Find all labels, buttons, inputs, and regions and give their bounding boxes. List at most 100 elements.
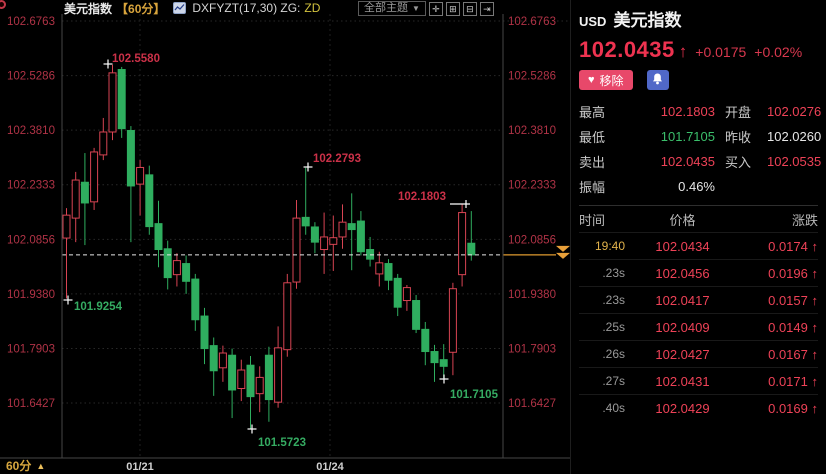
svg-text:102.0856: 102.0856 [7,234,55,246]
indicator-chart-icon [173,2,187,14]
up-arrow-icon: ↑ [811,373,819,389]
stat-label-open: 开盘 [725,105,752,120]
tick-time: .27s [602,374,625,388]
triangle-up-icon: ▲ [36,460,46,471]
price-change: +0.0175 [695,44,747,60]
up-arrow-icon: ↑ [811,292,819,308]
tick-change: 0.0149 ↑ [768,319,819,335]
tick-change: 0.0157 ↑ [768,292,819,308]
tick-change: 0.0167 ↑ [768,346,819,362]
theme-selector-label: 全部主题 [364,2,408,14]
table-row: .25s 102.0409 0.0149 ↑ [579,313,818,340]
theme-selector-button[interactable]: 全部主题 ▼ [358,1,426,16]
stat-value-bid: 102.0535 [767,154,822,169]
chart-toolbar: 美元指数 【60分】 DXFYZT(17,30) ZG: ZD [64,0,320,16]
header-change: 涨跌 [791,212,818,228]
quote-stats: 最高 102.1803 开盘 102.0276 最低 101.7105 昨收 1… [579,99,822,199]
table-row: .40s 102.0429 0.0169 ↑ [579,394,818,421]
stat-value-low: 101.7105 [660,129,715,144]
tick-price: 102.0431 [655,373,710,389]
tick-price: 102.0427 [655,346,710,362]
timeframe-selector[interactable]: 60分 ▲ [6,457,45,474]
svg-text:101.9380: 101.9380 [7,289,55,301]
stat-label-prev-close: 昨收 [725,130,752,145]
table-row: .23s 102.0417 0.0157 ↑ [579,286,818,313]
up-arrow-icon: ↑ [811,319,819,335]
svg-text:101.7105: 101.7105 [450,389,499,401]
svg-text:102.1803: 102.1803 [398,191,446,203]
stat-row: 卖出 102.0435 买入 102.0535 [579,149,822,174]
chart-panel: 美元指数 【60分】 DXFYZT(17,30) ZG: ZD 全部主题 ▼ ✛… [0,0,570,474]
currency-code: USD [579,14,607,29]
svg-text:101.7903: 101.7903 [7,343,55,355]
svg-text:102.6763: 102.6763 [7,16,55,28]
stat-row: 最低 101.7105 昨收 102.0260 [579,124,822,149]
record-dot-icon [0,0,6,9]
tick-table-header: 时间 价格 涨跌 [579,206,818,232]
svg-text:102.6763: 102.6763 [508,16,556,28]
tick-price: 102.0456 [655,265,710,281]
header-time: 时间 [579,212,606,228]
stat-value-open: 102.0276 [767,104,822,119]
up-arrow-icon: ↑ [811,400,819,416]
stat-value-prev-close: 102.0260 [767,129,822,144]
svg-text:102.2333: 102.2333 [508,180,556,192]
bell-icon [652,73,663,88]
price-up-arrow-icon: ↑ [678,42,688,61]
tick-time: 19:40 [594,239,625,253]
tick-price: 102.0429 [655,400,710,416]
stat-value-ask: 102.0435 [660,154,715,169]
timeframe-label: 60分 [6,459,32,473]
remove-pane-icon[interactable]: ⊟ [462,1,477,16]
svg-text:102.5286: 102.5286 [508,71,556,83]
candlestick-chart[interactable]: 102.6763 102.6763 102.5286 102.5286 102.3810… [0,0,570,474]
price-change-percent: +0.02% [754,44,803,60]
tick-table: 时间 价格 涨跌 19:40 102.0434 0.0174 ↑ .23s 10… [579,206,818,421]
pane-move-icon[interactable]: ✛ [428,1,443,16]
table-row: .23s 102.0456 0.0196 ↑ [579,259,818,286]
stat-row: 最高 102.1803 开盘 102.0276 [579,99,822,124]
stat-label-high: 最高 [579,105,606,120]
chart-period-tag: 【60分】 [116,1,166,16]
svg-text:01/21: 01/21 [126,461,154,473]
svg-text:101.6427: 101.6427 [7,398,55,410]
remove-button-label: 移除 [599,73,624,88]
remove-from-watchlist-button[interactable]: ♥ 移除 [579,70,633,90]
last-price: 102.0435 [579,37,675,62]
tick-time: .23s [602,266,625,280]
svg-text:102.3810: 102.3810 [508,125,556,137]
stat-value-amplitude: 0.46% [678,179,715,194]
toolbar-controls: 全部主题 ▼ ✛ ⊞ ⊟ ⇥ [358,1,494,16]
tick-time: .25s [602,320,625,334]
instrument-name: 美元指数 [613,11,682,30]
tick-time: .40s [602,401,625,415]
stat-label-ask: 卖出 [579,155,606,170]
up-arrow-icon: ↑ [811,265,819,281]
quote-actions: ♥ 移除 [579,70,818,90]
last-price-row: 102.0435 ↑ +0.0175 +0.02% [579,37,818,63]
svg-text:102.2793: 102.2793 [313,153,361,165]
tick-time: .26s [602,347,625,361]
header-price: 价格 [669,212,696,228]
svg-text:101.6427: 101.6427 [508,398,556,410]
tick-time: .23s [602,293,625,307]
svg-text:101.9254: 101.9254 [74,301,123,313]
svg-text:102.5580: 102.5580 [112,53,160,65]
add-pane-icon[interactable]: ⊞ [445,1,460,16]
svg-text:01/24: 01/24 [316,461,344,473]
stat-value-high: 102.1803 [660,104,715,119]
indicator-value: ZD [304,1,321,15]
panel-divider [579,205,818,206]
up-arrow-icon: ↑ [811,346,819,362]
table-row: .26s 102.0427 0.0167 ↑ [579,340,818,367]
tick-change: 0.0174 ↑ [768,238,818,254]
tick-price: 102.0434 [655,238,710,254]
alert-bell-button[interactable] [646,70,669,90]
expand-pane-icon[interactable]: ⇥ [479,1,494,16]
svg-text:101.7903: 101.7903 [508,343,556,355]
stat-row: 振幅 0.46% [579,174,818,199]
indicator-label: DXFYZT(17,30) ZG: [192,1,301,15]
stat-label-bid: 买入 [725,155,752,170]
stat-label-low: 最低 [579,130,606,145]
svg-text:102.0856: 102.0856 [508,234,556,246]
